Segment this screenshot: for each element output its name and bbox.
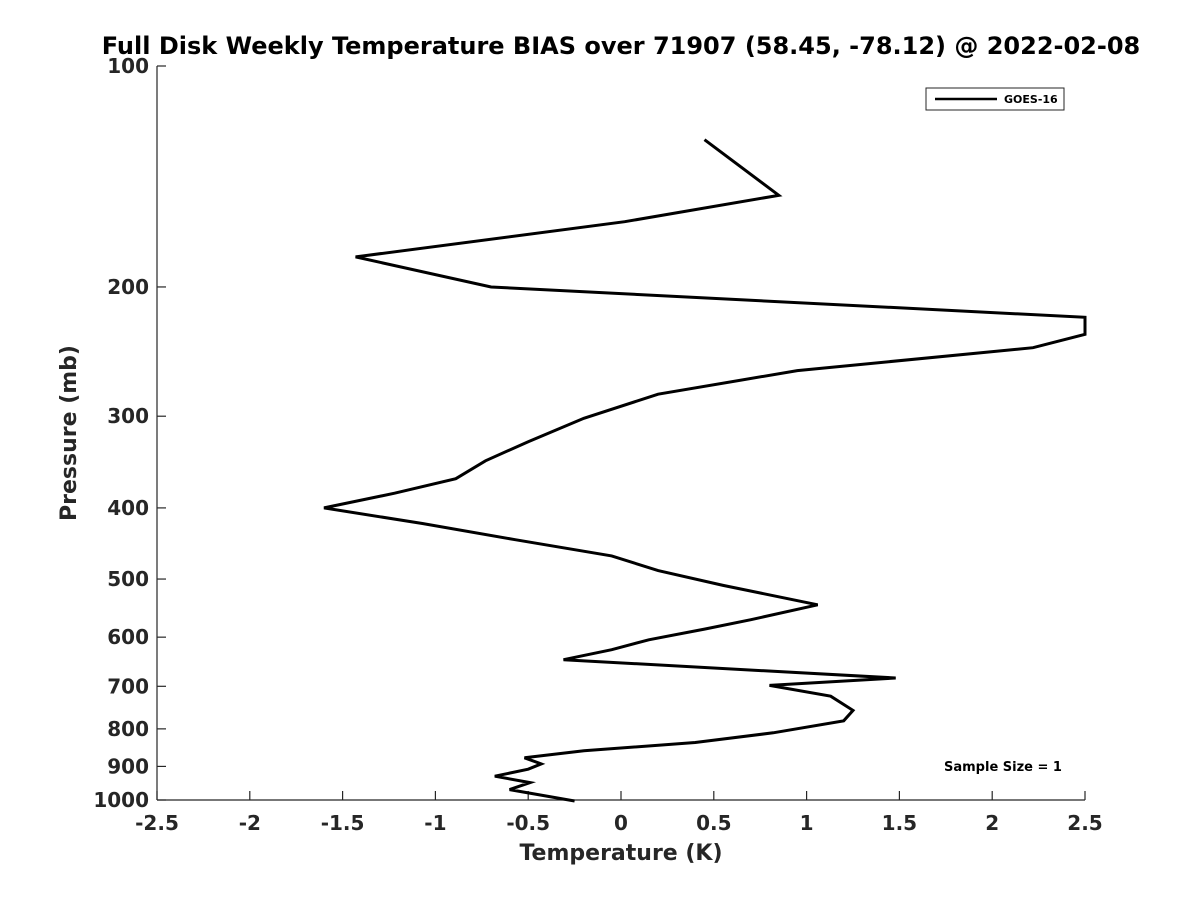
series-layer: [323, 138, 1087, 803]
y-tick-label: 900: [107, 754, 149, 778]
y-tick-label: 800: [107, 717, 149, 741]
legend-label-goes-16: GOES-16: [1004, 93, 1058, 106]
y-tick-label: 100: [107, 54, 149, 78]
x-tick-label: 2.5: [1067, 811, 1102, 835]
sample-size-annotation: Sample Size = 1: [944, 760, 1062, 775]
y-ticks: 100 200 300 400 500 600 700 800 900 1000: [93, 54, 166, 812]
x-tick-label: -1: [424, 811, 446, 835]
x-tick-label: -2.5: [135, 811, 179, 835]
chart-title: Full Disk Weekly Temperature BIAS over 7…: [102, 32, 1141, 60]
x-tick-label: 1: [800, 811, 814, 835]
y-tick-label: 300: [107, 404, 149, 428]
x-tick-label: 0.5: [696, 811, 731, 835]
plot-area: [156, 66, 1085, 801]
x-tick-label: 2: [985, 811, 999, 835]
x-tick-label: 0: [614, 811, 628, 835]
x-tick-label: 1.5: [882, 811, 917, 835]
x-tick-label: -1.5: [321, 811, 365, 835]
y-axis-label: Pressure (mb): [57, 345, 82, 521]
series-line-0: [323, 138, 1087, 803]
y-tick-label: 400: [107, 496, 149, 520]
x-ticks: -2.5 -2 -1.5 -1 -0.5 0 0.5 1 1.5 2 2.5: [135, 791, 1103, 835]
x-tick-label: -0.5: [506, 811, 550, 835]
y-tick-label: 700: [107, 674, 149, 698]
y-tick-label: 500: [107, 567, 149, 591]
y-tick-label: 1000: [93, 788, 149, 812]
x-axis-label: Temperature (K): [519, 841, 722, 866]
y-tick-label: 600: [107, 625, 149, 649]
legend[interactable]: GOES-16: [925, 87, 1065, 111]
x-tick-label: -2: [239, 811, 261, 835]
y-tick-label: 200: [107, 275, 149, 299]
